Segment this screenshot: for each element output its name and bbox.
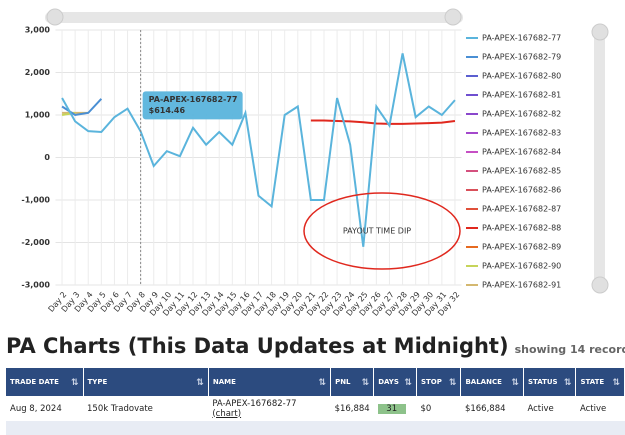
h-scrollbar[interactable]	[45, 12, 463, 23]
column-header[interactable]: TRADE DATE	[6, 368, 84, 396]
cell: 31	[374, 396, 417, 421]
annotation-circle	[303, 192, 461, 270]
scroll-handle[interactable]	[591, 23, 609, 41]
legend-label: PA-APEX-167682-81	[482, 91, 561, 100]
legend-label: PA-APEX-167682-86	[482, 186, 561, 195]
column-header[interactable]: NAME	[208, 368, 332, 396]
legend-label: PA-APEX-167682-83	[482, 129, 561, 138]
days-badge: 31	[377, 403, 406, 414]
annotation: PAYOUT TIME DIP	[343, 227, 411, 236]
column-header[interactable]: PNL	[330, 368, 375, 396]
cell: Active	[579, 403, 607, 414]
column-header[interactable]: TYPE	[83, 368, 209, 396]
legend-label: PA-APEX-167682-90	[482, 262, 561, 271]
row[interactable]: Aug 8, 2024 150k Tradovate PA-APEX-167682-…	[6, 396, 625, 421]
y-tick-label: -2,000	[21, 238, 50, 247]
column-header[interactable]: STATUS	[523, 368, 577, 396]
y-tick-label: 0	[44, 153, 50, 162]
tooltip-title: PA-APEX-167682-77	[149, 95, 238, 104]
cell: 150k Tradovate	[87, 403, 153, 414]
y-tick-label: -1,000	[21, 196, 50, 205]
legend-label: PA-APEX-167682-80	[482, 72, 561, 81]
legend-label: PA-APEX-167682-89	[482, 243, 561, 252]
scroll-handle[interactable]	[444, 8, 462, 26]
legend-label: PA-APEX-167682-87	[482, 205, 561, 214]
legend-label: PA-APEX-167682-84	[482, 148, 561, 157]
cell: $166,884	[464, 403, 506, 414]
legend-label: PA-APEX-167682-85	[482, 167, 561, 176]
y-tick-label: -3,000	[21, 281, 50, 290]
cell: Active	[527, 403, 554, 414]
column-header[interactable]: BALANCE	[460, 368, 524, 396]
legend-label: PA-APEX-167682-91	[482, 281, 561, 290]
y-tick-label: 3,000	[25, 26, 51, 35]
column-header[interactable]: STATE	[575, 368, 625, 396]
heading: PA Charts (This Data Updates at Midnight…	[6, 334, 625, 358]
title: PA Charts (This Data Updates at Midnight…	[6, 334, 509, 358]
series-line	[310, 119, 456, 125]
header-row: TRADE DATETYPENAMEPNLDAYSSTOPBALANCESTAT…	[6, 368, 625, 396]
series-line	[61, 53, 456, 247]
name: PA-APEX-167682-77	[212, 398, 297, 409]
cell: $16,884	[334, 403, 370, 414]
column-header[interactable]: DAYS	[373, 368, 417, 396]
record-count: showing 14 records	[514, 343, 625, 356]
column-header[interactable]: STOP	[416, 368, 462, 396]
cell: $0	[420, 403, 432, 414]
row[interactable]	[6, 421, 625, 435]
y-tick-label: 1,000	[25, 111, 51, 120]
scroll-handle[interactable]	[591, 276, 609, 294]
tooltip	[142, 91, 243, 120]
cell: Aug 8, 2024	[10, 403, 62, 414]
scroll-handle[interactable]	[46, 8, 64, 26]
y-tick-label: 2,000	[25, 68, 51, 77]
chart-link[interactable]: (chart)	[212, 408, 242, 419]
legend-label: PA-APEX-167682-82	[482, 110, 561, 119]
v-scrollbar[interactable]	[594, 28, 605, 290]
legend-label: PA-APEX-167682-79	[482, 53, 561, 62]
cell: PA-APEX-167682-77 (chart)	[208, 396, 330, 421]
data-table: TRADE DATETYPENAMEPNLDAYSSTOPBALANCESTAT…	[6, 368, 625, 435]
legend-label: PA-APEX-167682-77	[482, 34, 561, 43]
tooltip-value: $614.46	[149, 106, 186, 115]
legend-label: PA-APEX-167682-88	[482, 224, 561, 233]
